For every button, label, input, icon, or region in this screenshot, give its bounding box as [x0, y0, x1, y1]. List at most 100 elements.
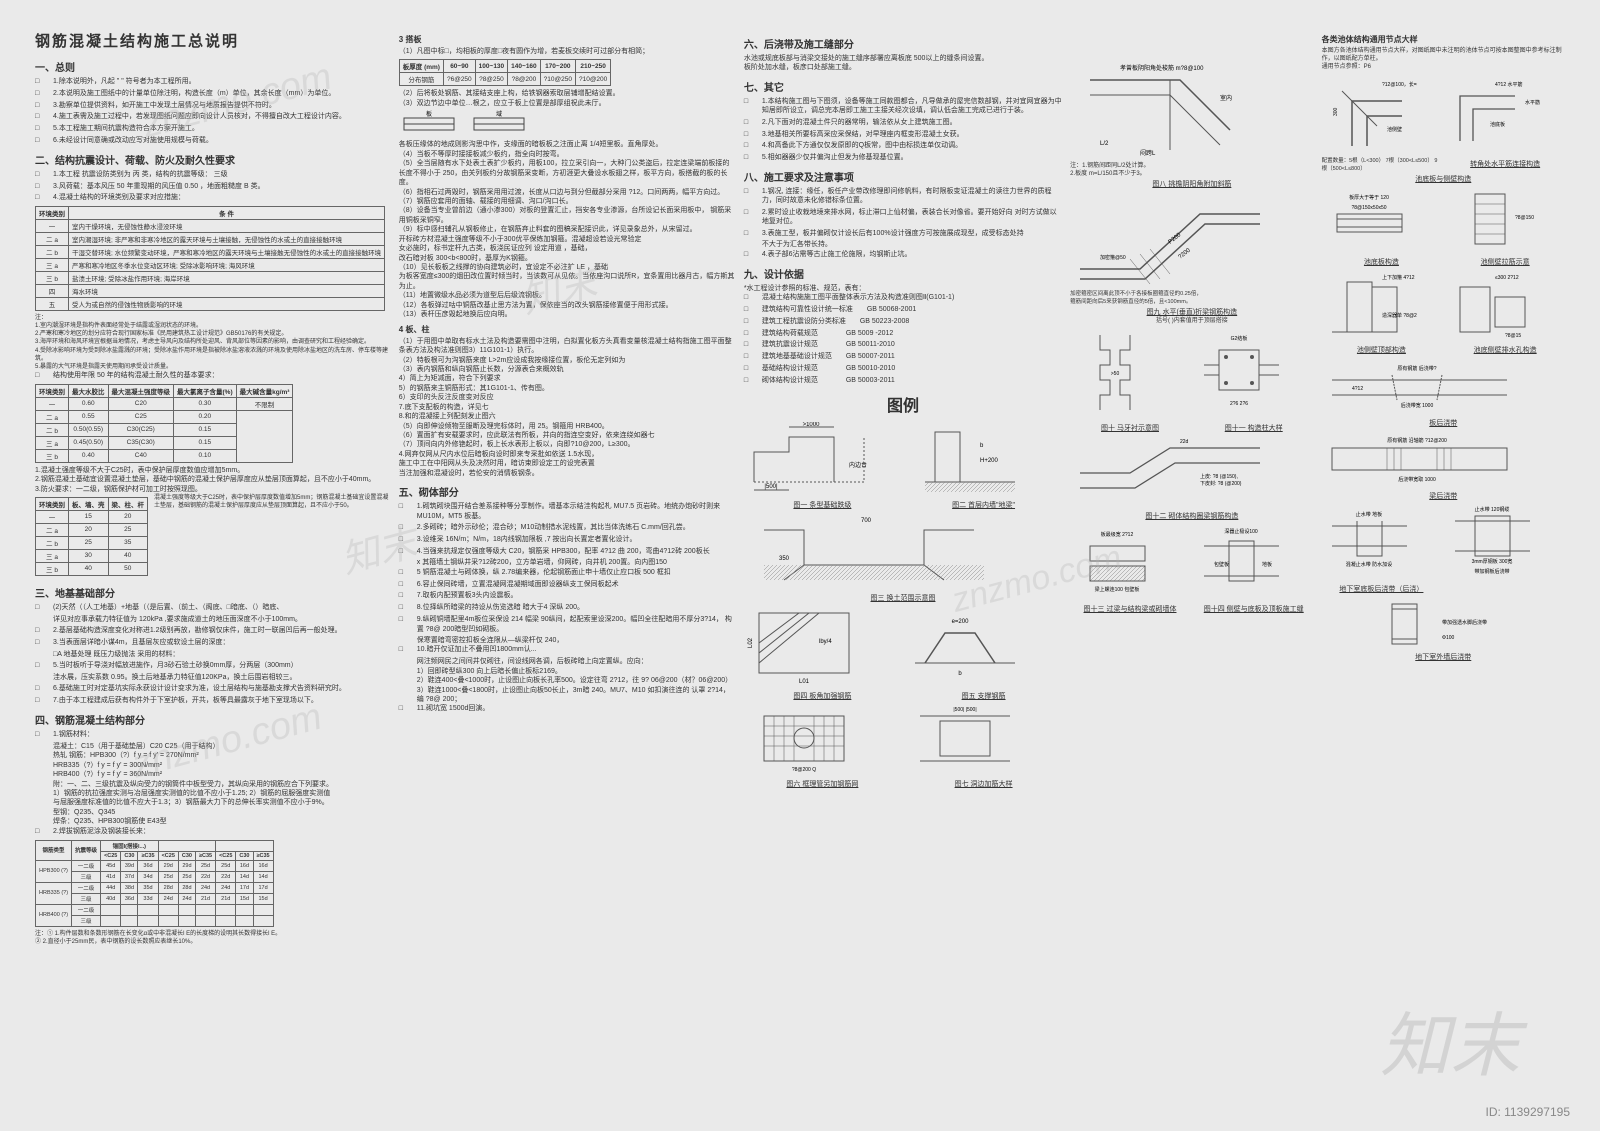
section-5-heading: 五、砌体部分 — [399, 484, 736, 499]
svg-text:Φ100: Φ100 — [1442, 635, 1455, 641]
fig8-label: 图八 挑檐阴阳角附加斜筋 — [1070, 179, 1313, 189]
svg-text:?8@15: ?8@15 — [1505, 333, 1521, 339]
svg-text:造深器单 ?8@200: 造深器单 ?8@200 — [1382, 312, 1417, 319]
svg-text:域: 域 — [496, 110, 502, 118]
svg-text:板厚大于等于 120: 板厚大于等于 120 — [1349, 194, 1389, 201]
item-text: 1.除本说明外，凡起 " " 符号者为本工程所用。 — [53, 77, 391, 87]
svg-text:4?12 水平筋: 4?12 水平筋 — [1495, 81, 1523, 88]
svg-text:L/2: L/2 — [1100, 141, 1109, 147]
svg-text:700: 700 — [861, 518, 872, 524]
section-1-heading: 一、总则 — [35, 59, 391, 74]
pool-wall-tie-diagram: ?8@150 — [1445, 184, 1540, 254]
slab-table: 板厚度 (mm)60~90100~130140~160170~200210~25… — [399, 59, 611, 86]
fig12-label: 图十二 砌体结构圈梁钢筋构造 — [1070, 511, 1313, 521]
env-table: 环境类别条 件 一室内干燥环境，无侵蚀性静水浸没环境 二 a室内潮湿环境; 非严… — [35, 206, 385, 311]
svg-text:孝曾板阴阳角处梭筋 m?8@100: 孝曾板阴阳角处梭筋 m?8@100 — [1120, 64, 1204, 72]
corner-horizontal-diagram: 4?12 水平筋 池底板 水平筋 — [1445, 71, 1540, 156]
svg-text:水平筋: 水平筋 — [1525, 99, 1540, 106]
slab-post-cast-diagram: 原有钢筋 后浇带? 后浇带宽 1000 4?12 — [1322, 355, 1517, 415]
svg-text:3mm厚钢板 300宽: 3mm厚钢板 300宽 — [1472, 558, 1513, 565]
fig13-label: 图十三 过梁与结构梁或砌墙体 — [1070, 604, 1190, 614]
fig9-diagram: 加密箍@50 P200 ?200 — [1070, 189, 1270, 289]
svg-text:?8@150: ?8@150 — [1515, 215, 1534, 221]
svg-text:>50: >50 — [1111, 371, 1120, 377]
pool-wall-top-diagram: 上下加箍 4?12 造深器单 ?8@200 — [1322, 267, 1417, 342]
fig7-label: 图七 洞边加筋大样 — [905, 779, 1062, 789]
svg-text:|500| |500|: |500| |500| — [953, 707, 976, 713]
image-id: ID: 1139297195 — [1485, 1105, 1570, 1119]
svg-text:原有钢筋 后浇带?: 原有钢筋 后浇带? — [1397, 365, 1436, 372]
col2-h1: 3 搭板 — [399, 34, 736, 45]
svg-text:|500|: |500| — [764, 484, 778, 490]
fig2-diagram: H+200 b — [905, 422, 1035, 497]
svg-text:加密箍@50: 加密箍@50 — [1100, 254, 1126, 261]
fig14-label: 图十四 侧壁与底板及顶板施工缝 — [1194, 604, 1314, 614]
fig6-label: 图六 框理管另加钢筋网 — [744, 779, 901, 789]
fig4-label: 图四 板角加强钢筋 — [744, 691, 901, 701]
rebar-section-icon: 板域 — [399, 108, 539, 138]
durability-table: 环境类别最大水胶比最大混凝土强度等级最大氯离子含量(%)最大碱含量kg/m³ 一… — [35, 384, 293, 463]
svg-text:板: 板 — [426, 110, 432, 118]
svg-text:>1000: >1000 — [802, 422, 820, 428]
col5-heading: 各类池体结构通用节点大样 — [1322, 34, 1565, 45]
svg-text:室内: 室内 — [1220, 94, 1232, 102]
pool-bottom-diagram: 板厚大于等于 120 ?8@150x50x50 — [1322, 184, 1417, 254]
svg-text:上皮: ?8 (@150),: 上皮: ?8 (@150), — [1200, 473, 1238, 480]
section-3-heading: 三、地基基础部分 — [35, 585, 391, 600]
env-note: 注： 1.室内潮湿环境是指构件表面经常处于结露或湿润状态的环境。 2.严寒和寒冷… — [35, 314, 391, 371]
svg-text:闷跨L: 闷跨L — [1140, 149, 1156, 157]
watermark: 知末 — [1380, 990, 1520, 1091]
fig5-label: 图五 支撑钢筋 — [905, 691, 1062, 701]
col2-h2: 4 板、柱 — [399, 324, 736, 335]
fig9-label: 图九 水平(垂直)折梁钢筋构造 — [1070, 307, 1313, 317]
cover-table: 环境类别板、墙、壳梁、柱、杆 一1520 二 a2025 二 b2535 三 a… — [35, 497, 148, 576]
basement-bottom-diagram: 止水带 地板 混凝止水带 防水加设 — [1322, 501, 1417, 581]
svg-text:300: 300 — [1333, 108, 1339, 117]
legend-title: 图例 — [744, 392, 1062, 416]
fig5-diagram: e=200 b — [905, 603, 1030, 688]
section-6-heading: 六、后浇带及施工缝部分 — [744, 36, 1062, 51]
svg-text:b: b — [958, 671, 962, 677]
fig1-diagram: >1000 |500| 内边台 — [744, 422, 874, 497]
svg-text:止水带 120钢缆: 止水带 120钢缆 — [1475, 506, 1510, 513]
beam-post-cast-diagram: 原有钢筋 沿轴筋 ?12@200 后浇带宽取 1000 — [1322, 428, 1517, 488]
svg-text:带加钢板后浇带: 带加钢板后浇带 — [1475, 568, 1510, 575]
pool-drain-diagram: ≤300 2?12 ?8@15 — [1445, 267, 1540, 342]
fig11-label: 图十一 构造柱大样 — [1194, 423, 1314, 433]
svg-text:梁上螺连100 包壁板: 梁上螺连100 包壁板 — [1095, 586, 1140, 593]
svg-text:后浇带宽取 1000: 后浇带宽取 1000 — [1398, 476, 1436, 483]
svg-text:e=200: e=200 — [952, 619, 970, 625]
fig12-diagram: 22d 上皮: ?8 (@150), 下皮封: ?8 (@200) — [1070, 433, 1270, 508]
svg-text:lby/4: lby/4 — [819, 639, 832, 645]
fig13-diagram: 板最级宽 2?12 梁上螺连100 包壁板 — [1070, 521, 1165, 601]
basement-wall-diagram: 止水带 120钢缆 3mm厚钢板 300宽 带加钢板后浇带 — [1445, 501, 1540, 581]
section-7-heading: 七、其它 — [744, 79, 1062, 94]
svg-text:≤300 2?12: ≤300 2?12 — [1495, 275, 1519, 281]
section-4-heading: 四、钢筋混凝土结构部分 — [35, 712, 391, 727]
svg-text:止水带 地板: 止水带 地板 — [1355, 511, 1381, 518]
fig3-label: 图三 换土范围示意图 — [744, 593, 1062, 603]
section-2-heading: 二、结构抗震设计、荷载、防火及耐久性要求 — [35, 152, 391, 167]
svg-text:池底板: 池底板 — [1490, 121, 1505, 128]
svg-text:b: b — [980, 443, 984, 449]
section-9-heading: 九、设计依据 — [744, 266, 1062, 281]
svg-text:22d: 22d — [1180, 439, 1189, 445]
svg-text:池侧壁: 池侧壁 — [1387, 126, 1402, 133]
svg-text:2?6 2?6: 2?6 2?6 — [1230, 401, 1248, 407]
svg-text:带加强透水脚后浇带: 带加强透水脚后浇带 — [1442, 619, 1487, 626]
svg-text:P200: P200 — [1168, 232, 1183, 246]
fig1-label: 图一 条型基础跌级 — [744, 500, 901, 510]
svg-text:深器止极设100: 深器止极设100 — [1224, 528, 1258, 535]
fig2-label: 图二 首层内墙"地梁" — [905, 500, 1062, 510]
svg-text:L02: L02 — [748, 637, 754, 648]
item-num: □ — [35, 77, 53, 87]
svg-text:原有钢筋 沿轴筋 ?12@200: 原有钢筋 沿轴筋 ?12@200 — [1387, 437, 1447, 444]
corner-joint-diagram: ?12@100，长=500 池侧壁 300 — [1322, 71, 1417, 156]
svg-text:?8@150x50x50: ?8@150x50x50 — [1351, 205, 1386, 211]
svg-text:包壁板: 包壁板 — [1214, 561, 1229, 568]
svg-text:L01: L01 — [799, 679, 810, 685]
fig6-diagram: ?8@200 Q — [744, 701, 869, 776]
svg-text:混凝止水带 防水加设: 混凝止水带 防水加设 — [1345, 561, 1391, 568]
section-8-heading: 八、施工要求及注意事项 — [744, 169, 1062, 184]
page-title: 钢筋混凝土结构施工总说明 — [35, 30, 391, 51]
